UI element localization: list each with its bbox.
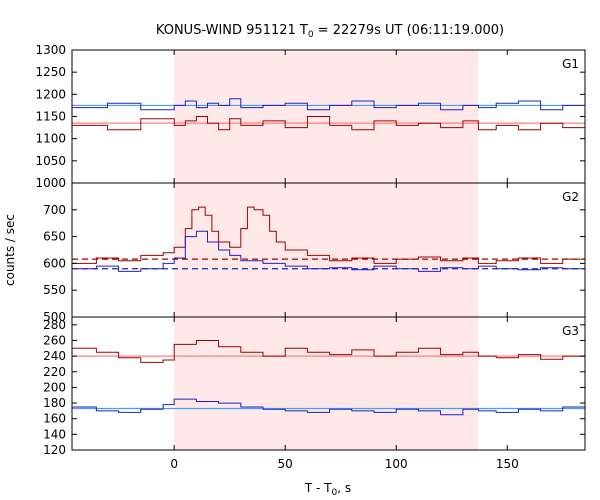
y-tick-label: 1000 [35, 176, 66, 190]
x-axis-label: T - T0, s [304, 481, 351, 498]
y-tick-label: 160 [43, 412, 66, 426]
y-axis-label: counts / sec [3, 214, 17, 286]
y-tick-label: 1200 [35, 87, 66, 101]
y-tick-label: 280 [43, 318, 66, 332]
panel-label: G2 [562, 190, 579, 204]
chart-title: KONUS-WIND 951121 T0 = 22279s UT (06:11:… [156, 23, 504, 40]
y-tick-label: 220 [43, 365, 66, 379]
panel-label: G3 [562, 324, 579, 338]
y-tick-label: 1100 [35, 132, 66, 146]
y-tick-label: 240 [43, 349, 66, 363]
panel-frame [71, 316, 586, 451]
x-tick-label: 100 [385, 457, 408, 471]
y-tick-label: 1150 [35, 110, 66, 124]
panel-g1: 1000 1050 1100 1150 1200 1250 1300 G1 [35, 43, 586, 190]
panel-g2: 500 550 600 650 700 G2 [43, 182, 586, 324]
panel-label: G1 [562, 57, 579, 71]
y-tick-label: 180 [43, 396, 66, 410]
series-blue-line [72, 398, 586, 416]
y-tick-label: 140 [43, 427, 66, 441]
highlight-interval [174, 317, 479, 450]
y-tick-label: 500 [43, 310, 66, 324]
y-tick-label: 650 [43, 230, 66, 244]
series-blue-line [72, 98, 586, 111]
series-red-line [72, 116, 586, 131]
y-tick-label: 700 [43, 203, 66, 217]
series-red-line [72, 340, 586, 363]
x-tick-label: 150 [496, 457, 519, 471]
series-blue-line [72, 230, 586, 272]
x-tick-label: 0 [170, 457, 178, 471]
y-tick-label: 120 [43, 443, 66, 457]
y-tick-label: 1050 [35, 154, 66, 168]
y-tick-label: 200 [43, 380, 66, 394]
x-tick-label: 50 [278, 457, 293, 471]
y-tick-label: 260 [43, 333, 66, 347]
y-tick-label: 1250 [35, 65, 66, 79]
y-tick-label: 550 [43, 283, 66, 297]
y-tick-label: 1300 [35, 43, 66, 57]
y-tick-label: 600 [43, 256, 66, 270]
